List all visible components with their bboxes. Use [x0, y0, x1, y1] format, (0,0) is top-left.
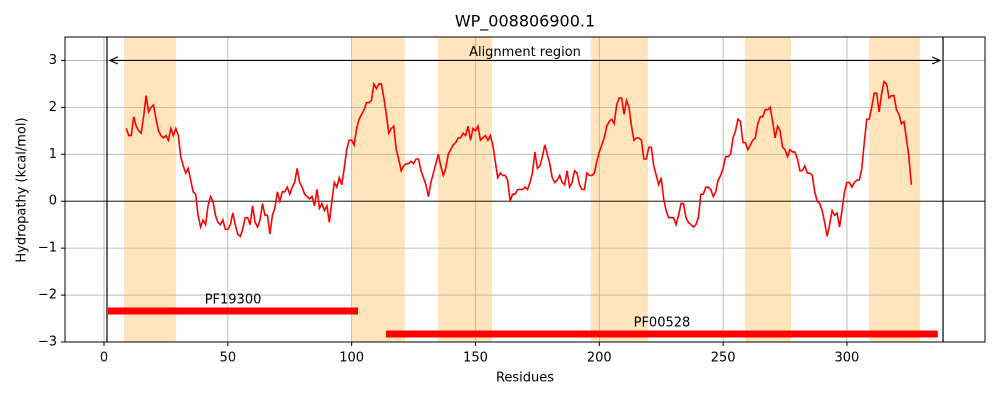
domain-label: PF19300 — [205, 293, 262, 308]
x-tick-label: 0 — [100, 351, 108, 366]
hydrophobic-region — [744, 37, 791, 342]
x-tick-label: 100 — [339, 351, 364, 366]
y-tick-label: 0 — [49, 194, 57, 209]
hydropathy-line — [125, 80, 913, 238]
y-tick-label: 1 — [49, 147, 57, 162]
x-axis-label: Residues — [496, 371, 554, 386]
y-tick-label: −2 — [38, 288, 57, 303]
x-tick-label: 200 — [587, 351, 612, 366]
x-tick-label: 150 — [463, 351, 488, 366]
x-tick-label: 50 — [220, 351, 237, 366]
y-tick-label: −1 — [38, 241, 57, 256]
hydrophobic-region — [351, 37, 405, 342]
y-axis-label: Hydropathy (kcal/mol) — [15, 117, 30, 262]
chart-title: WP_008806900.1 — [455, 12, 595, 32]
hydrophobic-region — [124, 37, 176, 342]
hydrophobic-region — [868, 37, 920, 342]
hydrophobic-region — [438, 37, 493, 342]
domain-label: PF00528 — [634, 316, 691, 331]
y-tick-label: 3 — [49, 53, 57, 68]
x-tick-label: 300 — [835, 351, 860, 366]
y-tick-label: 2 — [49, 100, 57, 115]
alignment-label: Alignment region — [469, 45, 581, 60]
y-tick-label: −3 — [38, 335, 57, 350]
hydrophobic-region — [590, 37, 648, 342]
x-tick-label: 250 — [711, 351, 736, 366]
plot-frame — [64, 36, 986, 343]
